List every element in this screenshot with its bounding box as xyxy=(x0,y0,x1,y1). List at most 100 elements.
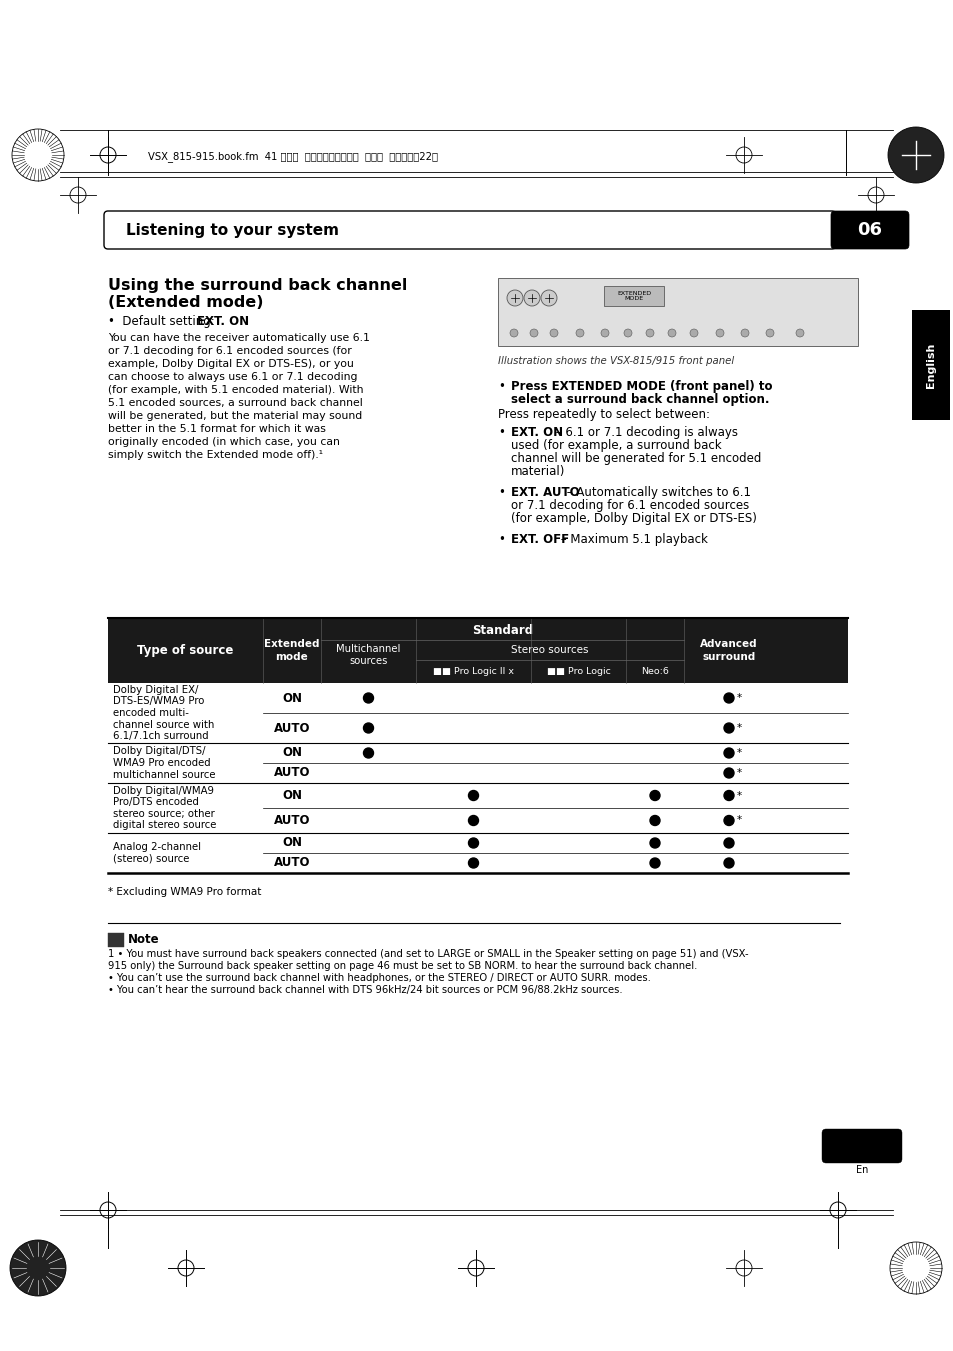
Text: ON: ON xyxy=(282,836,302,850)
Text: better in the 5.1 format for which it was: better in the 5.1 format for which it wa… xyxy=(108,424,326,434)
Text: ■■ Pro Logic: ■■ Pro Logic xyxy=(546,666,610,676)
Text: VSX_815-915.book.fm  41 ページ  ２００５年３月１日  火曜日  午前１０時22分: VSX_815-915.book.fm 41 ページ ２００５年３月１日 火曜日… xyxy=(148,151,437,162)
Text: Dolby Digital/DTS/
WMA9 Pro encoded
multichannel source: Dolby Digital/DTS/ WMA9 Pro encoded mult… xyxy=(112,746,215,780)
Circle shape xyxy=(530,330,537,336)
Text: (for example, with 5.1 encoded material). With: (for example, with 5.1 encoded material)… xyxy=(108,385,363,394)
Text: (for example, Dolby Digital EX or DTS-ES): (for example, Dolby Digital EX or DTS-ES… xyxy=(511,512,756,526)
Circle shape xyxy=(468,858,478,867)
Text: Press repeatedly to select between:: Press repeatedly to select between: xyxy=(497,408,709,422)
Circle shape xyxy=(723,767,733,778)
Text: 915 only) the Surround back speaker setting on page 46 must be set to SB NORM. t: 915 only) the Surround back speaker sett… xyxy=(108,961,697,971)
Circle shape xyxy=(889,1242,941,1294)
Text: Listening to your system: Listening to your system xyxy=(126,223,338,238)
Text: •: • xyxy=(497,380,504,393)
Text: 5.1 encoded sources, a surround back channel: 5.1 encoded sources, a surround back cha… xyxy=(108,399,362,408)
Circle shape xyxy=(540,290,557,305)
Text: channel will be generated for 5.1 encoded: channel will be generated for 5.1 encode… xyxy=(511,453,760,465)
Circle shape xyxy=(510,330,517,336)
Text: ON: ON xyxy=(282,789,302,802)
Text: *: * xyxy=(737,693,741,703)
Circle shape xyxy=(12,128,64,181)
Text: • You can’t use the surround back channel with headphones, or the STEREO / DIREC: • You can’t use the surround back channe… xyxy=(108,973,650,984)
Text: *: * xyxy=(737,816,741,825)
Text: EXTENDED
MODE: EXTENDED MODE xyxy=(617,290,650,301)
Bar xyxy=(603,286,663,305)
Text: or 7.1 decoding for 6.1 encoded sources: or 7.1 decoding for 6.1 encoded sources xyxy=(511,499,748,512)
Text: Dolby Digital EX/
DTS-ES/WMA9 Pro
encoded multi-
channel source with
6.1/7.1ch s: Dolby Digital EX/ DTS-ES/WMA9 Pro encode… xyxy=(112,685,214,742)
Circle shape xyxy=(649,816,659,825)
Bar xyxy=(911,309,949,420)
Text: •: • xyxy=(497,486,504,499)
Text: En: En xyxy=(855,1165,867,1175)
Circle shape xyxy=(795,330,803,336)
Text: •: • xyxy=(497,426,504,439)
Text: (Extended mode): (Extended mode) xyxy=(108,295,263,309)
Text: 41: 41 xyxy=(849,1138,873,1155)
Text: Analog 2-channel
(stereo) source: Analog 2-channel (stereo) source xyxy=(112,842,201,863)
Bar xyxy=(108,617,847,684)
Text: EXT. ON: EXT. ON xyxy=(511,426,562,439)
Bar xyxy=(108,684,847,743)
Text: can choose to always use 6.1 or 7.1 decoding: can choose to always use 6.1 or 7.1 deco… xyxy=(108,372,357,382)
Text: Advanced
surround: Advanced surround xyxy=(700,639,757,662)
Text: Press EXTENDED MODE (front panel) to: Press EXTENDED MODE (front panel) to xyxy=(511,380,772,393)
FancyBboxPatch shape xyxy=(104,211,835,249)
Text: Type of source: Type of source xyxy=(137,644,233,657)
Text: or 7.1 decoding for 6.1 encoded sources (for: or 7.1 decoding for 6.1 encoded sources … xyxy=(108,346,352,357)
Text: – 6.1 or 7.1 decoding is always: – 6.1 or 7.1 decoding is always xyxy=(551,426,737,439)
Circle shape xyxy=(523,290,539,305)
FancyBboxPatch shape xyxy=(830,211,908,249)
Text: * Excluding WMA9 Pro format: * Excluding WMA9 Pro format xyxy=(108,888,261,897)
Text: material): material) xyxy=(511,465,565,478)
Circle shape xyxy=(363,693,374,703)
Text: originally encoded (in which case, you can: originally encoded (in which case, you c… xyxy=(108,436,339,447)
Text: used (for example, a surround back: used (for example, a surround back xyxy=(511,439,720,453)
Circle shape xyxy=(645,330,654,336)
Circle shape xyxy=(723,838,733,848)
Text: ■■ Pro Logic II x: ■■ Pro Logic II x xyxy=(433,666,514,676)
Text: EXT. OFF: EXT. OFF xyxy=(511,534,569,546)
Text: select a surround back channel option.: select a surround back channel option. xyxy=(511,393,769,407)
FancyBboxPatch shape xyxy=(821,1129,901,1163)
Text: Multichannel
sources: Multichannel sources xyxy=(336,644,400,666)
Circle shape xyxy=(600,330,608,336)
Text: AUTO: AUTO xyxy=(274,766,310,780)
Circle shape xyxy=(649,790,659,801)
Circle shape xyxy=(649,858,659,867)
Text: EXT. AUTO: EXT. AUTO xyxy=(511,486,579,499)
Text: Stereo sources: Stereo sources xyxy=(511,644,588,655)
Circle shape xyxy=(468,790,478,801)
Text: English: English xyxy=(925,342,935,388)
Circle shape xyxy=(723,790,733,801)
Text: ♪: ♪ xyxy=(112,935,119,944)
Circle shape xyxy=(723,748,733,758)
Circle shape xyxy=(468,816,478,825)
Circle shape xyxy=(723,693,733,703)
Bar xyxy=(108,934,124,947)
Text: – Maximum 5.1 playback: – Maximum 5.1 playback xyxy=(557,534,707,546)
Circle shape xyxy=(363,723,374,734)
Circle shape xyxy=(716,330,723,336)
Text: Using the surround back channel: Using the surround back channel xyxy=(108,278,407,293)
Text: • You can’t hear the surround back channel with DTS 96kHz/24 bit sources or PCM : • You can’t hear the surround back chann… xyxy=(108,985,622,994)
Text: •: • xyxy=(497,534,504,546)
Text: EXT. ON: EXT. ON xyxy=(196,315,249,328)
Circle shape xyxy=(723,816,733,825)
Text: 06: 06 xyxy=(857,222,882,239)
Text: *: * xyxy=(737,790,741,801)
Text: ON: ON xyxy=(282,747,302,759)
Circle shape xyxy=(623,330,631,336)
Text: will be generated, but the material may sound: will be generated, but the material may … xyxy=(108,411,362,422)
Text: AUTO: AUTO xyxy=(274,815,310,827)
Text: Illustration shows the VSX-815/915 front panel: Illustration shows the VSX-815/915 front… xyxy=(497,357,734,366)
Text: example, Dolby Digital EX or DTS-ES), or you: example, Dolby Digital EX or DTS-ES), or… xyxy=(108,359,354,369)
Text: simply switch the Extended mode off).¹: simply switch the Extended mode off).¹ xyxy=(108,450,323,459)
Circle shape xyxy=(576,330,583,336)
Text: 1 • You must have surround back speakers connected (and set to LARGE or SMALL in: 1 • You must have surround back speakers… xyxy=(108,948,748,959)
Text: Neo:6: Neo:6 xyxy=(640,666,668,676)
Text: You can have the receiver automatically use 6.1: You can have the receiver automatically … xyxy=(108,332,370,343)
Bar xyxy=(497,278,857,346)
Bar xyxy=(108,784,847,834)
Circle shape xyxy=(667,330,676,336)
Text: Note: Note xyxy=(128,934,159,946)
